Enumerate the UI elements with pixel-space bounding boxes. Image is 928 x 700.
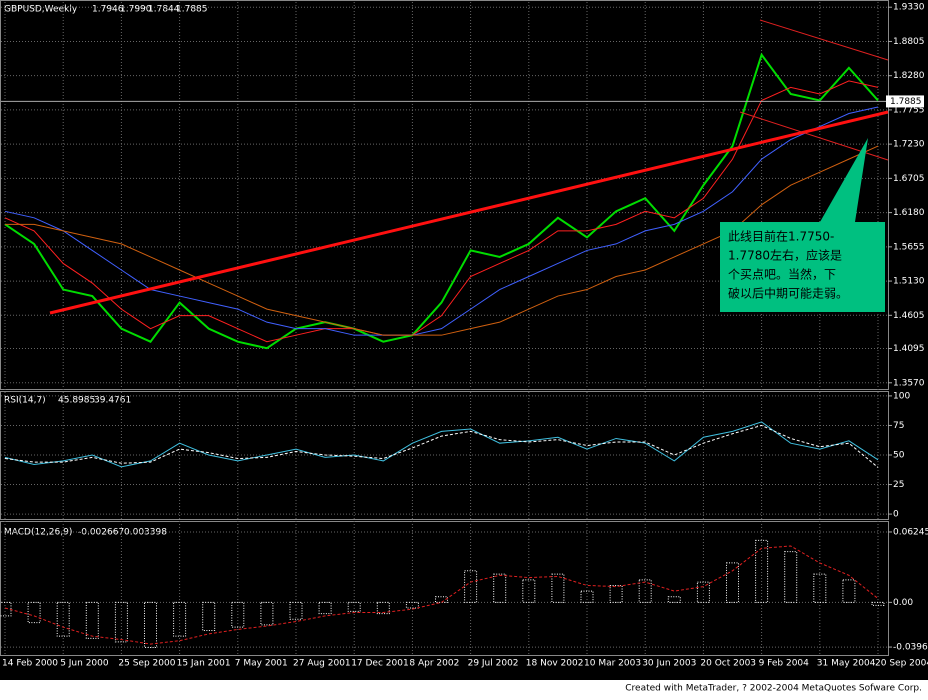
- x-tick-label: 10 Mar 2003: [584, 659, 641, 669]
- bar: [231, 601, 245, 628]
- annotation: 破以后中期可能走弱。: [728, 286, 848, 301]
- rsi-value: 45.8985: [58, 396, 95, 406]
- macd-value: 0.003398: [124, 528, 167, 538]
- background: [0, 0, 928, 680]
- x-tick-label: 17 Dec 2001: [351, 659, 409, 669]
- trend-line: [759, 19, 889, 61]
- panel-border: [0, 521, 889, 656]
- callout: [720, 222, 885, 312]
- annotation: 个买点吧。当然，下: [728, 267, 836, 282]
- x-tick-label: 31 May 2004: [817, 659, 876, 669]
- series-line: [4, 421, 879, 468]
- bar: [696, 581, 710, 603]
- y-tick-label: 50: [893, 451, 905, 461]
- bar: [318, 601, 332, 615]
- last-price-label: 1.7885: [890, 97, 922, 107]
- bar: [202, 601, 216, 632]
- bar: [638, 579, 652, 603]
- bar: [755, 539, 769, 603]
- y-tick-label: 1.4095: [893, 344, 925, 354]
- x-tick-label: 30 Jun 2003: [642, 659, 696, 669]
- bar: [551, 573, 565, 603]
- y-tick-label: 1.8280: [893, 71, 925, 81]
- bar: [609, 584, 623, 603]
- x-tick-label: 25 Sep 2000: [118, 659, 175, 669]
- bar: [347, 601, 361, 612]
- x-tick-label: 20 Oct 2003: [700, 659, 756, 669]
- y-tick-label: 1.5130: [893, 277, 925, 287]
- chart-title: GBPUSD,Weekly: [4, 5, 78, 15]
- x-tick-label: 9 Feb 2004: [759, 659, 810, 669]
- y-tick-label: 1.9330: [893, 3, 925, 13]
- bar: [260, 601, 274, 626]
- series-line: [4, 52, 879, 350]
- x-tick-label: 20 Sep 2004: [875, 659, 928, 669]
- y-tick-label: 1.5655: [893, 242, 925, 252]
- rsi-value: 39.4761: [94, 396, 131, 406]
- x-tick-label: 5 Jun 2000: [60, 659, 109, 669]
- bar: [173, 601, 187, 637]
- series-line: [4, 545, 879, 645]
- bar: [0, 601, 12, 617]
- bar: [580, 590, 594, 603]
- footer: Created with MetaTrader, ? 2002-2004 Met…: [625, 684, 922, 694]
- callout-pointer: [820, 138, 868, 222]
- bar: [376, 601, 390, 615]
- bar: [784, 551, 798, 603]
- ohlc-value: 1.7844: [148, 5, 180, 15]
- panel-border: [0, 0, 889, 390]
- y-tick-label: 1.6180: [893, 208, 925, 218]
- x-tick-label: 27 Aug 2001: [293, 659, 351, 669]
- bar: [842, 579, 856, 603]
- y-tick-label: 75: [893, 421, 904, 431]
- last-price-box: [886, 95, 924, 108]
- y-tick-label: 100: [893, 391, 910, 401]
- bar: [56, 601, 70, 637]
- x-tick-label: 15 Jan 2001: [177, 659, 231, 669]
- x-tick-label: 8 Apr 2002: [409, 659, 459, 669]
- bar: [405, 601, 419, 609]
- y-tick-label: 0.06245: [893, 527, 928, 537]
- bar: [813, 573, 827, 603]
- series-line: [4, 80, 879, 343]
- bar: [667, 596, 681, 603]
- bar: [144, 601, 157, 648]
- y-tick-label: 1.6705: [893, 174, 925, 184]
- y-tick-label: 0.00: [893, 598, 913, 608]
- bar: [726, 562, 739, 603]
- bar: [85, 601, 99, 639]
- x-tick-label: 7 May 2001: [235, 659, 288, 669]
- bar: [493, 573, 507, 603]
- macd-title: MACD(12,26,9): [4, 528, 72, 538]
- x-tick-label: 14 Feb 2000: [2, 659, 58, 669]
- macd-value: -0.002667: [78, 528, 124, 538]
- y-tick-label: -0.03966: [893, 643, 928, 653]
- x-tick-label: 18 Nov 2002: [526, 659, 584, 669]
- y-tick-label: 1.7755: [893, 105, 925, 115]
- y-tick-label: 25: [893, 480, 904, 490]
- bar: [464, 570, 478, 603]
- ohlc-value: 1.7990: [120, 5, 152, 15]
- bar: [522, 579, 536, 603]
- rsi-title: RSI(14,7): [4, 396, 46, 406]
- ohlc-value: 1.7946: [92, 5, 124, 15]
- ohlc-value: 1.7885: [176, 5, 208, 15]
- annotation: 1.7780左右，应该是: [728, 248, 842, 263]
- annotation: 此线目前在1.7750-: [728, 229, 834, 244]
- bar: [114, 601, 128, 643]
- y-tick-label: 0: [893, 510, 899, 520]
- y-tick-label: 1.7230: [893, 140, 925, 150]
- bar: [871, 601, 885, 606]
- y-tick-label: 1.8805: [893, 37, 925, 47]
- bar: [435, 596, 448, 603]
- trend-line: [49, 110, 889, 315]
- x-tick-label: 29 Jul 2002: [468, 659, 519, 669]
- y-tick-label: 1.3570: [893, 378, 925, 388]
- series-line: [4, 424, 879, 468]
- bar: [27, 601, 41, 624]
- bar: [289, 601, 303, 620]
- y-tick-label: 1.4605: [893, 311, 925, 321]
